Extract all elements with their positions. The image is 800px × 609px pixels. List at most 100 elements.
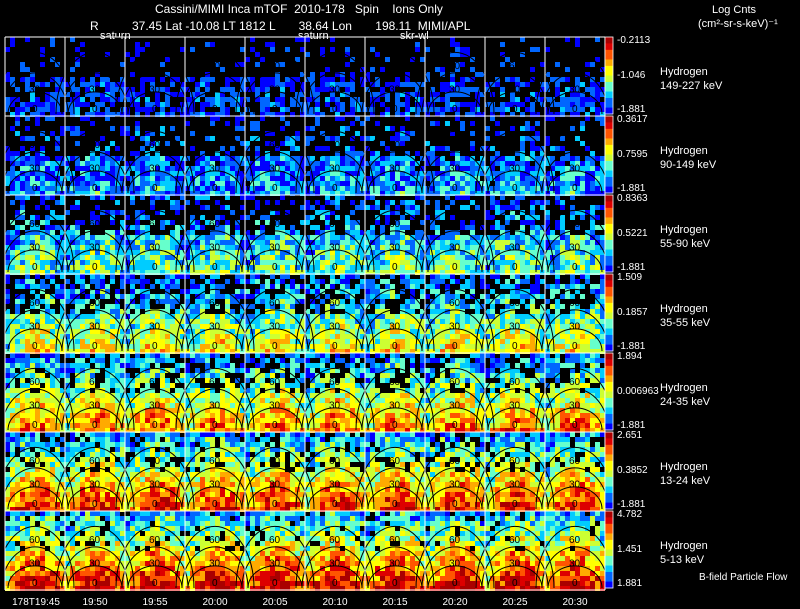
heatmap-cell bbox=[370, 191, 375, 196]
heatmap-cell bbox=[435, 279, 440, 284]
heatmap-cell bbox=[530, 289, 535, 294]
heatmap-cell bbox=[555, 161, 560, 166]
heatmap-cell bbox=[325, 156, 330, 161]
heatmap-cell bbox=[85, 87, 90, 92]
heatmap-cell bbox=[285, 181, 290, 186]
heatmap-cell bbox=[190, 166, 195, 171]
heatmap-cell bbox=[60, 329, 65, 334]
colorbar-swatch bbox=[605, 138, 613, 143]
heatmap-cell bbox=[385, 260, 390, 265]
heatmap-cell bbox=[70, 245, 75, 250]
heatmap-cell bbox=[430, 270, 435, 275]
heatmap-cell bbox=[230, 166, 235, 171]
heatmap-cell bbox=[545, 309, 550, 314]
heatmap-cell bbox=[570, 284, 575, 289]
heatmap-cell bbox=[455, 294, 460, 299]
heatmap-cell bbox=[540, 230, 545, 235]
heatmap-cell bbox=[430, 151, 435, 156]
heatmap-cell bbox=[405, 220, 410, 225]
heatmap-cell bbox=[570, 314, 575, 319]
heatmap-cell bbox=[220, 87, 225, 92]
heatmap-cell bbox=[215, 225, 220, 230]
heatmap-cell bbox=[510, 166, 515, 171]
heatmap-cell bbox=[90, 319, 95, 324]
heatmap-cell bbox=[30, 255, 35, 260]
heatmap-cell bbox=[450, 107, 455, 112]
heatmap-cell bbox=[295, 200, 300, 205]
heatmap-cell bbox=[170, 191, 175, 196]
heatmap-cell bbox=[155, 87, 160, 92]
heatmap-cell bbox=[325, 161, 330, 166]
heatmap-cell bbox=[570, 265, 575, 270]
heatmap-cell bbox=[235, 220, 240, 225]
heatmap-cell bbox=[495, 131, 500, 136]
heatmap-cell bbox=[15, 284, 20, 289]
heatmap-cell bbox=[190, 77, 195, 82]
heatmap-cell bbox=[245, 191, 250, 196]
heatmap-cell bbox=[485, 324, 490, 329]
heatmap-cell bbox=[345, 82, 350, 87]
heatmap-cell bbox=[575, 102, 580, 107]
colorbar-swatch bbox=[605, 43, 613, 48]
heatmap-cell bbox=[380, 265, 385, 270]
heatmap-cell bbox=[160, 329, 165, 334]
heatmap-cell bbox=[540, 319, 545, 324]
heatmap-cell bbox=[340, 329, 345, 334]
heatmap-cell bbox=[545, 97, 550, 102]
heatmap-cell bbox=[50, 42, 55, 47]
heatmap-cell bbox=[445, 176, 450, 181]
heatmap-cell bbox=[475, 136, 480, 141]
heatmap-cell bbox=[250, 112, 255, 117]
heatmap-cell bbox=[455, 314, 460, 319]
heatmap-cell bbox=[145, 166, 150, 171]
heatmap-cell bbox=[550, 191, 555, 196]
heatmap-cell bbox=[515, 156, 520, 161]
heatmap-cell bbox=[445, 274, 450, 279]
heatmap-cell bbox=[95, 260, 100, 265]
heatmap-cell bbox=[190, 215, 195, 220]
heatmap-cell bbox=[160, 126, 165, 131]
heatmap-cell bbox=[365, 255, 370, 260]
heatmap-cell bbox=[320, 289, 325, 294]
heatmap-cell bbox=[115, 200, 120, 205]
heatmap-cell bbox=[370, 270, 375, 275]
heatmap-cell bbox=[345, 112, 350, 117]
heatmap-cell bbox=[160, 181, 165, 186]
contour-label: 60 bbox=[149, 61, 161, 72]
heatmap-cell bbox=[600, 107, 605, 112]
heatmap-cell bbox=[570, 255, 575, 260]
heatmap-cell bbox=[50, 230, 55, 235]
heatmap-cell bbox=[215, 151, 220, 156]
heatmap-cell bbox=[60, 200, 65, 205]
heatmap-cell bbox=[60, 250, 65, 255]
heatmap-cell bbox=[40, 176, 45, 181]
heatmap-cell bbox=[600, 176, 605, 181]
heatmap-cell bbox=[355, 205, 360, 210]
heatmap-cell bbox=[420, 171, 425, 176]
heatmap-cell bbox=[350, 121, 355, 126]
contour-label-zero: 0 bbox=[32, 104, 38, 115]
heatmap-cell bbox=[250, 294, 255, 299]
contour-label: 60 bbox=[329, 219, 341, 230]
heatmap-cell bbox=[145, 112, 150, 117]
heatmap-cell bbox=[35, 230, 40, 235]
heatmap-cell bbox=[225, 176, 230, 181]
contour-label: 60 bbox=[569, 140, 581, 151]
heatmap-cell bbox=[550, 146, 555, 151]
heatmap-cell bbox=[575, 304, 580, 309]
heatmap-cell bbox=[545, 116, 550, 121]
heatmap-cell bbox=[265, 191, 270, 196]
heatmap-cell bbox=[300, 191, 305, 196]
heatmap-cell bbox=[265, 294, 270, 299]
heatmap-cell bbox=[225, 121, 230, 126]
heatmap-cell bbox=[560, 107, 565, 112]
heatmap-cell bbox=[345, 255, 350, 260]
heatmap-cell bbox=[340, 156, 345, 161]
heatmap-cell bbox=[525, 156, 530, 161]
heatmap-cell bbox=[520, 121, 525, 126]
heatmap-cell bbox=[540, 245, 545, 250]
heatmap-cell bbox=[480, 166, 485, 171]
heatmap-cell bbox=[40, 240, 45, 245]
heatmap-cell bbox=[250, 314, 255, 319]
heatmap-cell bbox=[600, 181, 605, 186]
